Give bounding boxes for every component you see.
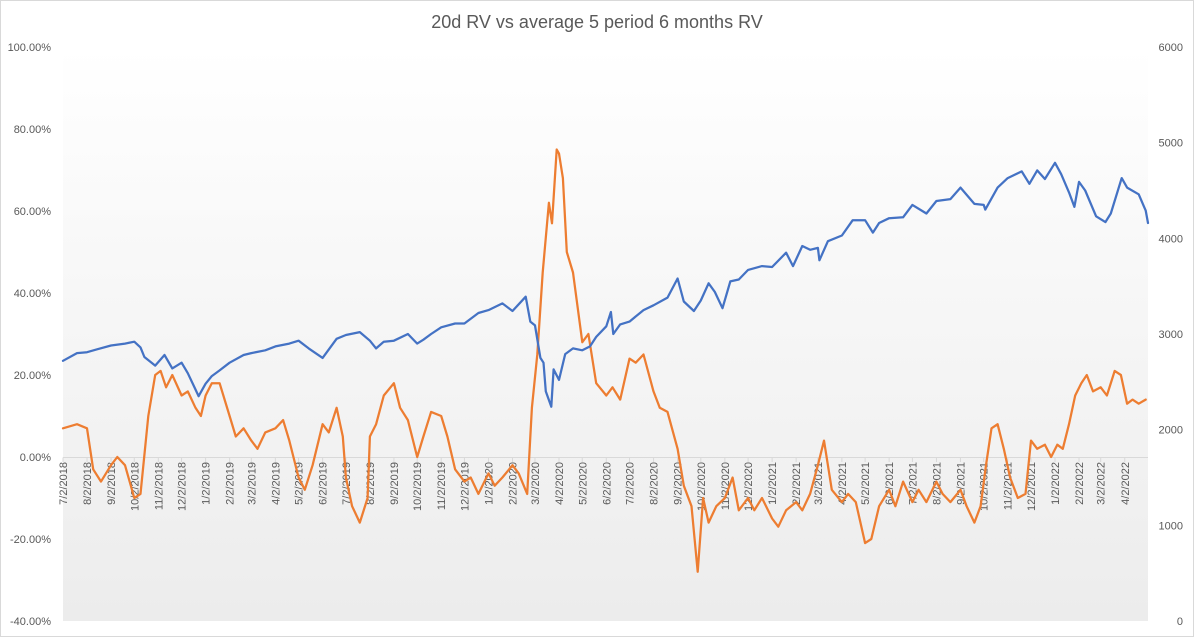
x-axis-tick-label: 7/2/2018 (58, 462, 70, 505)
right-axis-tick: 5000 (1159, 138, 1183, 150)
x-axis-tick-label: 1/2/2020 (483, 462, 495, 505)
x-axis-tick-label: 3/2/2021 (813, 462, 825, 505)
x-axis-tick-label: 4/2/2022 (1120, 462, 1132, 505)
x-axis-tick-label: 10/2/2018 (129, 462, 141, 511)
left-axis-tick: -20.00% (10, 534, 51, 546)
x-axis: 7/2/2018 8/2/2018 9/2/2018 10/2/2018 11/2/20… (58, 457, 1132, 511)
x-axis-tick-label: 2/2/2020 (508, 462, 520, 505)
x-axis-tick-label: 12/2/2021 (1026, 462, 1038, 511)
x-axis-tick-label: 3/2/2022 (1096, 462, 1108, 505)
x-axis-tick-label: 9/2/2018 (106, 462, 118, 505)
x-axis-tick-label: 6/2/2020 (601, 462, 613, 505)
x-axis-tick-label: 5/2/2021 (860, 462, 872, 505)
right-axis-tick: 3000 (1159, 329, 1183, 341)
x-axis-tick-label: 1/2/2022 (1050, 462, 1062, 505)
series-layer (61, 148, 1150, 573)
x-axis-tick-label: 6/2/2019 (318, 462, 330, 505)
series-line-1 (61, 148, 1147, 573)
left-axis-tick: -40.00% (10, 616, 51, 628)
x-axis-tick-label: 10/2/2020 (696, 462, 708, 511)
x-axis-tick-label: 8/2/2018 (82, 462, 94, 505)
x-axis-tick-label: 11/2/2020 (720, 462, 732, 510)
x-axis-tick-label: 9/2/2021 (955, 462, 967, 505)
x-axis-tick-label: 4/2/2019 (270, 462, 282, 505)
x-axis-tick-label: 4/2/2021 (837, 462, 849, 505)
x-axis-tick-label: 11/2/2018 (153, 462, 165, 510)
x-axis-tick-label: 5/2/2020 (577, 462, 589, 505)
right-axis-tick: 2000 (1159, 425, 1183, 437)
left-axis-tick: 0.00% (20, 452, 51, 464)
left-axis-tick: 80.00% (14, 124, 52, 136)
x-axis-tick-label: 11/2/2019 (436, 462, 448, 510)
left-axis-tick: 60.00% (14, 206, 52, 218)
chart-title: 20d RV vs average 5 period 6 months RV (431, 12, 763, 32)
right-axis-tick: 0 (1177, 616, 1183, 628)
x-axis-tick-label: 12/2/2020 (743, 462, 755, 511)
left-axis: 100.00% 80.00% 60.00% 40.00% 20.00% 0.00% -20.… (8, 42, 52, 628)
x-axis-tick-label: 1/2/2019 (201, 462, 213, 505)
left-axis-tick: 20.00% (14, 370, 52, 382)
right-axis-tick: 6000 (1159, 42, 1183, 54)
x-axis-tick-label: 8/2/2020 (649, 462, 661, 505)
x-axis-tick-label: 12/2/2019 (459, 462, 471, 511)
x-axis-tick-label: 2/2/2021 (791, 462, 803, 505)
x-axis-tick-label: 12/2/2018 (177, 462, 189, 511)
x-axis-tick-label: 10/2/2019 (412, 462, 424, 511)
right-axis-tick: 1000 (1159, 520, 1183, 532)
right-axis: 6000 5000 4000 3000 2000 1000 0 (1159, 42, 1183, 628)
x-axis-tick-label: 2/2/2019 (225, 462, 237, 505)
x-axis-tick-label: 6/2/2021 (884, 462, 896, 505)
left-axis-tick: 100.00% (8, 42, 52, 54)
right-axis-tick: 4000 (1159, 233, 1183, 245)
plot-area-background (63, 47, 1148, 621)
x-axis-tick-label: 3/2/2019 (246, 462, 258, 505)
series-line-2 (61, 161, 1150, 408)
x-axis-tick-label: 1/2/2021 (767, 462, 779, 505)
left-axis-tick: 40.00% (14, 288, 52, 300)
x-axis-tick-label: 2/2/2022 (1074, 462, 1086, 505)
x-axis-tick-label: 11/2/2021 (1003, 462, 1015, 510)
x-axis-tick-label: 7/2/2020 (625, 462, 637, 505)
x-axis-tick-label: 4/2/2020 (554, 462, 566, 505)
x-axis-tick-label: 9/2/2019 (389, 462, 401, 505)
x-axis-tick-label: 3/2/2020 (530, 462, 542, 505)
